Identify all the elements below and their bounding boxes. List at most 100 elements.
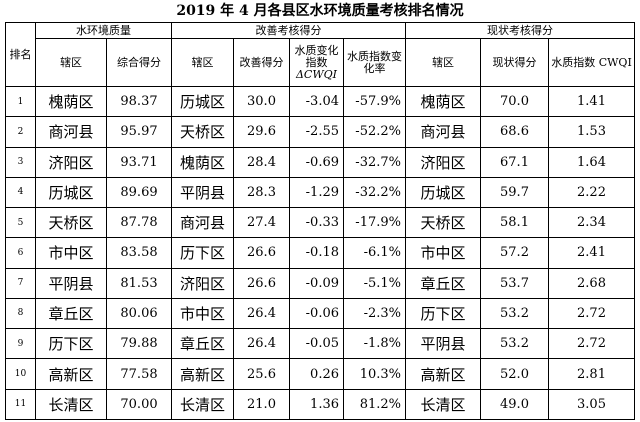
- current-score-cell: 68.6: [480, 116, 549, 148]
- index-change-cell: -0.69: [289, 146, 344, 178]
- total-score-cell: 83.58: [106, 237, 172, 269]
- change-rate-cell: -32.7%: [343, 146, 406, 178]
- header-water-index: 水质指数 CWQI: [547, 38, 636, 87]
- district-current-cell: 高新区: [405, 358, 481, 390]
- change-rate-cell: -1.8%: [343, 328, 406, 360]
- index-change-cell: -0.33: [289, 207, 344, 239]
- table-row: 3 济阳区 93.71 槐荫区 28.4 -0.69 -32.7% 济阳区 67.1 1.64: [5, 146, 636, 178]
- water-index-cell: 2.72: [547, 297, 636, 330]
- district-env-cell: 槐荫区: [35, 85, 107, 118]
- current-score-cell: 59.7: [480, 176, 549, 209]
- improve-score-cell: 26.6: [233, 267, 290, 299]
- index-change-cell: -0.06: [289, 297, 344, 330]
- district-env-cell: 平阴县: [35, 267, 107, 299]
- district-current-cell: 天桥区: [405, 207, 481, 239]
- total-score-cell: 98.37: [106, 85, 172, 118]
- district-env-cell: 长清区: [35, 388, 107, 421]
- total-score-cell: 81.53: [106, 267, 172, 299]
- total-score-cell: 80.06: [106, 297, 172, 330]
- district-current-cell: 历下区: [405, 297, 481, 330]
- water-index-cell: 1.64: [547, 146, 636, 178]
- district-env-cell: 市中区: [35, 237, 107, 269]
- district-improve-cell: 长清区: [171, 388, 234, 421]
- total-score-cell: 87.78: [106, 207, 172, 239]
- table-row: 4 历城区 89.69 平阴县 28.3 -1.29 -32.2% 历城区 59.7 2.22: [5, 176, 636, 209]
- change-rate-cell: -32.2%: [343, 176, 406, 209]
- district-current-cell: 市中区: [405, 237, 481, 269]
- district-env-cell: 天桥区: [35, 207, 107, 239]
- total-score-cell: 93.71: [106, 146, 172, 178]
- district-improve-cell: 高新区: [171, 358, 234, 390]
- index-change-cell: -0.05: [289, 328, 344, 360]
- water-index-cell: 2.22: [547, 176, 636, 209]
- current-score-cell: 70.0: [480, 85, 549, 118]
- rank-cell: 8: [5, 297, 36, 330]
- index-change-cell: -1.29: [289, 176, 344, 209]
- current-score-cell: 58.1: [480, 207, 549, 239]
- index-change-cell: -0.09: [289, 267, 344, 299]
- district-improve-cell: 历下区: [171, 237, 234, 269]
- water-index-cell: 2.41: [547, 237, 636, 269]
- total-score-cell: 95.97: [106, 116, 172, 148]
- change-rate-cell: 10.3%: [343, 358, 406, 390]
- rank-cell: 11: [5, 388, 36, 421]
- total-score-cell: 89.69: [106, 176, 172, 209]
- header-district-current: 辖区: [405, 38, 481, 87]
- water-index-cell: 2.34: [547, 207, 636, 239]
- table-row: 8 章丘区 80.06 市中区 26.4 -0.06 -2.3% 历下区 53.2 2.72: [5, 297, 636, 330]
- change-rate-cell: -5.1%: [343, 267, 406, 299]
- index-change-cell: 0.26: [289, 358, 344, 390]
- improve-score-cell: 29.6: [233, 116, 290, 148]
- table-row: 6 市中区 83.58 历下区 26.6 -0.18 -6.1% 市中区 57.2 2.41: [5, 237, 636, 269]
- district-current-cell: 槐荫区: [405, 85, 481, 118]
- district-current-cell: 历城区: [405, 176, 481, 209]
- district-current-cell: 商河县: [405, 116, 481, 148]
- district-env-cell: 历下区: [35, 328, 107, 360]
- rank-cell: 4: [5, 176, 36, 209]
- district-improve-cell: 平阴县: [171, 176, 234, 209]
- rank-cell: 5: [5, 207, 36, 239]
- table-row: 5 天桥区 87.78 商河县 27.4 -0.33 -17.9% 天桥区 58.1 2.34: [5, 207, 636, 239]
- table-row: 7 平阴县 81.53 济阳区 26.6 -0.09 -5.1% 章丘区 53.7 2.68: [5, 267, 636, 299]
- current-score-cell: 57.2: [480, 237, 549, 269]
- improve-score-cell: 26.4: [233, 297, 290, 330]
- table-row: 10 高新区 77.58 高新区 25.6 0.26 10.3% 高新区 52.0 2.81: [5, 358, 636, 390]
- district-improve-cell: 章丘区: [171, 328, 234, 360]
- header-change-rate: 水质指数变化率: [343, 38, 406, 87]
- district-improve-cell: 商河县: [171, 207, 234, 239]
- current-score-cell: 53.2: [480, 297, 549, 330]
- rank-cell: 2: [5, 116, 36, 148]
- improve-score-cell: 28.4: [233, 146, 290, 178]
- district-current-cell: 济阳区: [405, 146, 481, 178]
- district-improve-cell: 天桥区: [171, 116, 234, 148]
- district-env-cell: 历城区: [35, 176, 107, 209]
- improve-score-cell: 21.0: [233, 388, 290, 421]
- change-rate-cell: -17.9%: [343, 207, 406, 239]
- table-row: 9 历下区 79.88 章丘区 26.4 -0.05 -1.8% 平阴县 53.2 2.72: [5, 328, 636, 360]
- header-rank: 排名: [5, 22, 36, 87]
- water-index-cell: 3.05: [547, 388, 636, 421]
- current-score-cell: 52.0: [480, 358, 549, 390]
- improve-score-cell: 26.4: [233, 328, 290, 360]
- district-current-cell: 章丘区: [405, 267, 481, 299]
- water-index-cell: 1.41: [547, 85, 636, 118]
- district-current-cell: 平阴县: [405, 328, 481, 360]
- header-district-env: 辖区: [35, 38, 107, 87]
- table-row: 11 长清区 70.00 长清区 21.0 1.36 81.2% 长清区 49.0 3.05: [5, 388, 636, 421]
- change-rate-cell: -2.3%: [343, 297, 406, 330]
- total-score-cell: 77.58: [106, 358, 172, 390]
- rank-cell: 6: [5, 237, 36, 269]
- change-rate-cell: -6.1%: [343, 237, 406, 269]
- district-env-cell: 章丘区: [35, 297, 107, 330]
- header-total-score: 综合得分: [106, 38, 172, 87]
- district-improve-cell: 槐荫区: [171, 146, 234, 178]
- water-index-cell: 2.81: [547, 358, 636, 390]
- ranking-table: 排名 水环境质量 改善考核得分 现状考核得分 辖区 综合得分 辖区 改善得分 水…: [5, 22, 636, 421]
- change-rate-cell: -57.9%: [343, 85, 406, 118]
- rank-cell: 3: [5, 146, 36, 178]
- water-index-cell: 2.72: [547, 328, 636, 360]
- current-score-cell: 49.0: [480, 388, 549, 421]
- improve-score-cell: 30.0: [233, 85, 290, 118]
- current-score-cell: 53.7: [480, 267, 549, 299]
